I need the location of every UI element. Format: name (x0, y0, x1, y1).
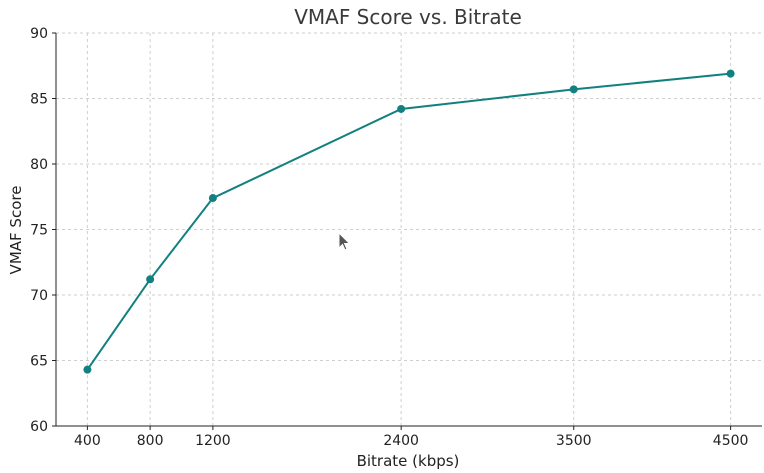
x-tick-label: 2400 (383, 433, 419, 449)
chart-title: VMAF Score vs. Bitrate (294, 5, 522, 29)
x-tick-label: 400 (74, 433, 101, 449)
axes (52, 32, 762, 430)
y-tick-label: 65 (30, 354, 48, 370)
data-point (146, 275, 155, 284)
data-point (208, 194, 217, 203)
data-point (397, 104, 406, 113)
data-point (83, 365, 92, 374)
tick-labels: 400 800 1200 2400 3500 4500 60 65 70 75 80 85 90 (30, 26, 748, 449)
x-tick-label: 1200 (195, 433, 231, 449)
series-layer (83, 69, 735, 374)
x-axis-label: Bitrate (kbps) (357, 452, 460, 470)
x-tick-label: 3500 (556, 433, 592, 449)
y-tick-label: 60 (30, 419, 48, 435)
grid (56, 32, 762, 427)
y-tick-label: 85 (30, 92, 48, 108)
x-tick-label: 4500 (713, 433, 749, 449)
y-tick-label: 75 (30, 223, 48, 239)
series-line (86, 72, 731, 371)
data-point (569, 85, 578, 94)
y-tick-label: 70 (30, 288, 48, 304)
arrow-cursor-icon (338, 231, 351, 251)
x-tick-label: 800 (137, 433, 164, 449)
data-point (726, 69, 735, 78)
y-tick-label: 80 (30, 157, 48, 173)
y-tick-label: 90 (30, 26, 48, 42)
y-axis-label: VMAF Score (7, 186, 25, 275)
